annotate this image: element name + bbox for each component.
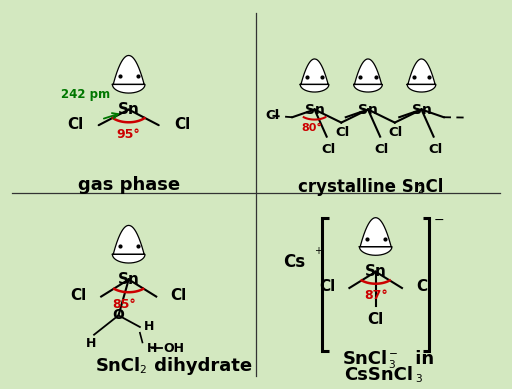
Text: OH: OH [164,342,185,355]
Text: Cl: Cl [71,288,87,303]
Text: Cl: Cl [335,126,349,138]
Polygon shape [113,56,145,93]
Text: Cl: Cl [67,117,83,131]
Text: Cl: Cl [265,109,280,122]
Text: CsSnCl: CsSnCl [344,366,413,384]
Text: $_3^{-}$: $_3^{-}$ [389,351,398,370]
Text: $_2$: $_2$ [139,361,147,376]
Text: Sn: Sn [358,103,378,117]
Text: 87°: 87° [364,289,388,302]
Text: $_3$: $_3$ [415,370,423,385]
Text: Sn: Sn [118,272,140,287]
Text: 242 pm: 242 pm [61,88,110,101]
Text: 80°: 80° [302,123,323,133]
Text: H: H [87,336,97,350]
Text: $^{+}$: $^{+}$ [314,246,323,260]
Polygon shape [354,59,382,92]
Text: Sn: Sn [412,103,432,117]
Text: Cl: Cl [170,288,187,303]
Polygon shape [113,225,145,263]
Text: 85°: 85° [113,298,137,311]
Text: $^{-}$: $^{-}$ [433,216,444,234]
Text: H: H [146,342,157,355]
Text: O: O [113,308,124,322]
Text: in: in [409,350,434,368]
Polygon shape [407,59,436,92]
Text: H: H [144,320,154,333]
Text: Sn: Sn [365,264,387,279]
Text: crystalline SnCl: crystalline SnCl [298,178,443,196]
Text: Cl: Cl [375,143,389,156]
Text: Cl: Cl [416,279,433,294]
Text: Cl: Cl [319,279,335,294]
Text: dihydrate: dihydrate [148,357,252,375]
Text: SnCl: SnCl [96,357,141,375]
Text: Sn: Sn [305,103,325,117]
Text: 95°: 95° [117,128,141,141]
Text: SnCl: SnCl [343,350,388,368]
Text: Cl: Cl [389,126,403,138]
Text: Cl: Cl [174,117,190,131]
Text: gas phase: gas phase [78,176,180,194]
Text: Sn: Sn [118,102,140,117]
Text: Cl: Cl [321,143,335,156]
Text: $_2$: $_2$ [417,182,425,196]
Polygon shape [359,218,392,255]
Text: Cl: Cl [428,143,442,156]
Text: Cl: Cl [368,312,384,327]
Polygon shape [300,59,329,92]
Text: Cs: Cs [283,253,305,271]
